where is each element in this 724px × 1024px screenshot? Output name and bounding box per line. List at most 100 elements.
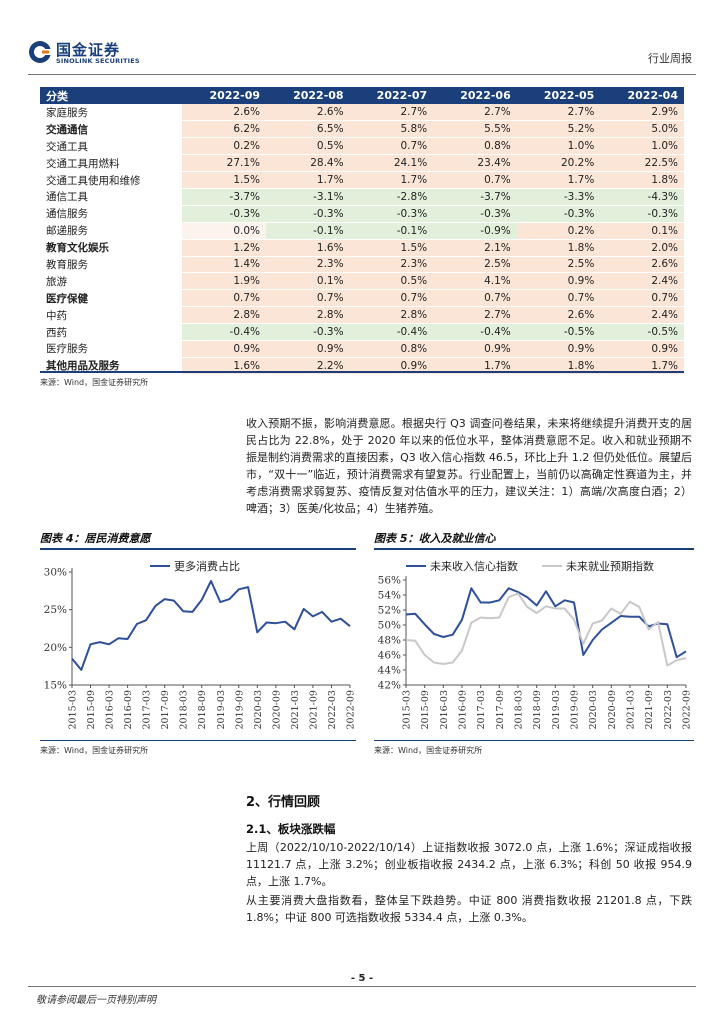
table-cell-value: 1.7% [266,171,350,189]
table-row: 教育文化娱乐 1.2% 1.6% 1.5% 2.1% 1.8% 2.0% [40,239,684,257]
consumer-index-paragraph: 从主要消费大盘指数看，整体呈下跌趋势。中证 800 消费指数收报 21201.8… [246,894,692,924]
table-cell-value: 22.5% [600,154,684,173]
x-tick-label: 2018-09 [532,690,543,729]
x-tick-label: 2022-09 [682,690,693,729]
column-header-month: 2022-08 [266,87,350,104]
section-2-title: 2、行情回顾 [246,795,321,810]
x-tick-label: 2018-03 [514,690,525,729]
table-cell-value: 2.2% [266,357,350,375]
row-category-label: 医疗服务 [40,340,183,358]
table-cell-value: 2.8% [182,306,267,325]
figure4-title: 图表 4：居民消费意愿 [40,532,151,545]
column-header-category: 分类 [40,87,183,104]
table-cell-value: -3.7% [433,188,517,206]
table-cell-value: 1.8% [516,239,601,257]
table-cell-value: 1.7% [516,171,601,189]
x-tick-label: 2020-03 [588,690,599,729]
table-cell-value: -0.4% [349,323,434,341]
table-cell-value: -0.5% [516,323,601,341]
table-cell-value: 2.9% [600,104,684,122]
y-tick-label: 25% [44,604,67,616]
table-cell-value: -0.3% [349,205,434,223]
table-row: 邮递服务 0.0% -0.1% -0.1% -0.9% 0.2% 0.1% [40,222,684,240]
row-category-label: 交通工具使用和维修 [40,171,183,189]
table-cell-value: -0.3% [266,205,350,223]
table-cell-value: 0.9% [266,340,350,358]
table-cell-value: 1.8% [516,357,601,375]
table-cell-value: 2.3% [266,256,350,274]
section-2-1-title: 2.1、板块涨跌幅 [246,822,336,836]
table-cell-value: 1.4% [182,256,267,274]
table-cell-value: 2.5% [433,256,517,274]
series-line-1 [71,580,351,671]
table-cell-value: 0.7% [266,289,350,308]
x-tick-label: 2015-09 [86,690,97,729]
y-tick-label: 44% [378,665,401,677]
x-tick-label: 2016-09 [458,690,469,729]
x-tick-label: 2016-09 [123,690,134,729]
series-line-1 [405,587,687,659]
figure5-title-rule [374,548,694,550]
table-cell-value: 0.7% [516,289,601,308]
row-category-label: 通信服务 [40,205,183,223]
table-cell-value: 0.7% [600,289,684,308]
table-cell-value: -0.9% [433,222,517,240]
table-cell-value: 0.7% [433,289,517,308]
row-category-label: 交通工具用燃料 [40,154,183,173]
table-row: 医疗保健 0.7% 0.7% 0.7% 0.7% 0.7% 0.7% [40,289,684,308]
figure5-title: 图表 5：收入及就业信心 [374,532,496,545]
table-cell-value: -2.8% [349,188,434,206]
x-tick-label: 2016-03 [105,690,116,729]
x-tick-label: 2020-09 [271,690,282,729]
table-cell-value: 2.7% [349,104,434,122]
x-tick-label: 2015-03 [68,690,79,729]
table-cell-value: 4.1% [433,272,517,291]
footer-divider [28,986,696,987]
table-cell-value: 1.7% [600,357,684,375]
table-cell-value: 5.5% [433,120,517,139]
table-cell-value: 2.4% [600,306,684,325]
y-tick-label: 20% [44,642,67,654]
consumption-willingness-chart: 15% 20% 25% 30% 2015-03 2015-09 2016-03 2016-09… [44,559,357,729]
x-tick-label: 2021-03 [290,690,301,729]
income-employment-confidence-chart: 42% 44% 46% 48% 50% 52% 54% 56% 2015-03 2015-09 20… [378,559,693,729]
table-cell-value: -3.1% [266,188,350,206]
table-row: 家庭服务 2.6% 2.6% 2.7% 2.7% 2.7% 2.9% [40,104,684,122]
x-tick-label: 2015-03 [402,690,413,729]
table-cell-value: -0.4% [182,323,267,341]
table-cell-value: 2.7% [433,306,517,325]
table-cell-value: 1.7% [433,357,517,375]
x-tick-label: 2019-03 [216,690,227,729]
table-cell-value: 0.7% [433,171,517,189]
legend-label: 未来收入信心指数 [430,559,518,573]
table-cell-value: 2.8% [266,306,350,325]
x-tick-label: 2022-03 [663,690,674,729]
y-tick-label: 15% [44,680,67,692]
table-cell-value: 2.4% [600,272,684,291]
table-cell-value: 2.8% [349,306,434,325]
legend-label: 未来就业预期指数 [566,559,654,573]
disclaimer-note: 敬请参阅最后一页特别声明 [36,995,156,1006]
table-cell-value: 0.5% [266,137,350,156]
x-tick-label: 2022-09 [346,690,357,729]
table-cell-value: -0.3% [516,205,601,223]
x-tick-label: 2019-03 [551,690,562,729]
x-tick-label: 2017-03 [476,690,487,729]
table-cell-value: 1.6% [182,357,267,375]
table-cell-value: 24.1% [349,154,434,173]
y-tick-label: 48% [378,635,401,647]
table-cell-value: 0.9% [433,340,517,358]
row-category-label: 交通工具 [40,137,183,156]
x-tick-label: 2017-09 [495,690,506,729]
table-cell-value: 1.7% [349,171,434,189]
row-category-label: 邮递服务 [40,222,183,240]
table-cell-value: -0.5% [600,323,684,341]
x-tick-label: 2018-09 [197,690,208,729]
table-row: 西药 -0.4% -0.3% -0.4% -0.4% -0.5% -0.5% [40,323,684,341]
table-cell-value: -0.1% [266,222,350,240]
y-tick-label: 30% [44,567,67,579]
market-review-paragraph: 上周（2022/10/10-2022/10/14）上证指数收报 3072.0 点… [246,841,692,888]
table-cell-value: 0.1% [600,222,684,240]
table-row: 其他用品及服务 1.6% 2.2% 0.9% 1.7% 1.8% 1.7% [40,357,684,375]
table-cell-value: -4.3% [600,188,684,206]
